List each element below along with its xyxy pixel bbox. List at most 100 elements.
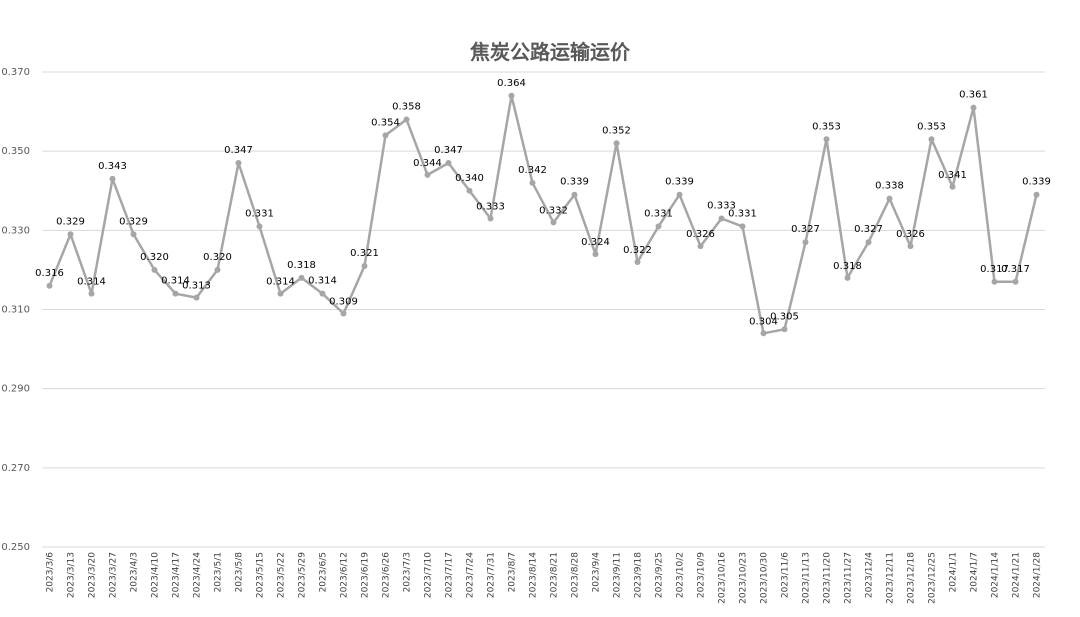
data-point (382, 132, 389, 139)
x-tick-label: 2023/6/26 (382, 552, 392, 598)
data-label: 0.354 (371, 117, 400, 128)
x-tick-label: 2023/3/20 (88, 552, 98, 598)
data-label: 0.347 (224, 145, 253, 156)
data-label: 0.317 (1001, 264, 1030, 275)
data-label: 0.338 (875, 181, 904, 192)
x-tick-label: 2024/1/21 (1012, 552, 1022, 598)
x-tick-label: 2023/7/10 (424, 552, 434, 598)
data-point (676, 191, 683, 198)
data-point (1012, 278, 1019, 285)
data-label: 0.358 (392, 102, 421, 113)
data-label: 0.318 (833, 261, 862, 272)
data-point (235, 160, 242, 167)
x-tick-label: 2023/9/18 (634, 552, 644, 598)
x-tick-label: 2023/11/27 (844, 552, 854, 604)
data-label: 0.339 (560, 177, 589, 188)
data-point (361, 262, 368, 269)
data-point (991, 278, 998, 285)
x-tick-label: 2023/11/6 (781, 552, 791, 598)
data-label: 0.321 (350, 248, 379, 259)
y-tick-label: 0.310 (1, 305, 30, 316)
x-tick-label: 2024/1/14 (991, 552, 1001, 598)
x-tick-label: 2024/1/1 (949, 552, 959, 592)
x-tick-label: 2024/1/7 (970, 552, 980, 592)
data-label: 0.339 (1022, 177, 1051, 188)
x-tick-label: 2023/4/24 (193, 552, 203, 598)
data-label: 0.314 (308, 276, 337, 287)
x-tick-label: 2023/10/30 (760, 552, 770, 604)
data-point (487, 215, 494, 222)
y-tick-label: 0.270 (1, 463, 30, 474)
data-point (109, 175, 116, 182)
data-point (571, 191, 578, 198)
data-label: 0.339 (665, 177, 694, 188)
y-tick-label: 0.330 (1, 225, 30, 236)
x-tick-label: 2023/10/23 (739, 552, 749, 604)
x-tick-label: 2023/5/15 (256, 552, 266, 598)
data-label: 0.333 (707, 200, 736, 211)
x-tick-label: 2023/11/13 (802, 552, 812, 604)
x-tick-label: 2023/8/7 (508, 552, 518, 592)
x-tick-label: 2023/3/6 (46, 552, 56, 593)
data-label: 0.353 (917, 121, 946, 132)
data-point (655, 223, 662, 230)
data-point (760, 330, 767, 337)
x-tick-label: 2023/12/25 (928, 552, 938, 604)
series-line (48, 94, 1038, 335)
data-point (970, 104, 977, 111)
x-tick-label: 2023/12/4 (865, 552, 875, 598)
x-tick-label: 2023/3/27 (109, 552, 119, 598)
x-tick-label: 2023/4/3 (130, 552, 140, 592)
data-point (172, 290, 179, 297)
data-point (907, 243, 914, 250)
y-tick-label: 0.350 (1, 146, 30, 157)
data-point (508, 92, 515, 99)
data-point (277, 290, 284, 297)
data-label: 0.320 (140, 252, 169, 263)
data-point (781, 326, 788, 333)
data-label: 0.326 (686, 229, 715, 240)
data-label: 0.304 (749, 316, 778, 327)
data-point (1033, 191, 1040, 198)
data-point (214, 266, 221, 273)
data-label: 0.326 (896, 229, 925, 240)
data-label: 0.327 (791, 224, 820, 235)
y-tick-label: 0.370 (1, 67, 30, 78)
y-tick-label: 0.250 (1, 542, 30, 553)
data-label: 0.364 (497, 78, 526, 89)
data-label: 0.324 (581, 237, 610, 248)
data-label: 0.313 (182, 281, 211, 292)
data-point (340, 310, 347, 317)
x-tick-label: 2023/10/2 (676, 552, 686, 598)
data-label: 0.341 (938, 170, 967, 181)
data-point (550, 219, 557, 226)
x-tick-label: 2023/5/8 (235, 552, 245, 593)
data-point (802, 239, 809, 246)
data-label: 0.353 (812, 121, 841, 132)
data-point (130, 231, 137, 238)
x-tick-label: 2023/10/9 (697, 552, 707, 598)
x-tick-label: 2023/9/11 (613, 552, 623, 598)
data-label: 0.316 (35, 268, 64, 279)
data-label: 0.340 (455, 173, 484, 184)
x-tick-label: 2023/6/19 (361, 552, 371, 598)
data-point (529, 179, 536, 186)
data-label: 0.314 (161, 276, 190, 287)
x-tick-label: 2023/9/4 (592, 552, 602, 593)
x-tick-label: 2023/3/13 (67, 552, 77, 598)
data-label: 0.322 (623, 245, 652, 256)
x-tick-label: 2024/1/28 (1033, 552, 1043, 598)
data-label: 0.318 (287, 260, 316, 271)
data-label: 0.361 (959, 90, 988, 101)
data-label: 0.344 (413, 158, 442, 169)
data-point (403, 116, 410, 123)
data-point (634, 259, 641, 265)
x-tick-label: 2023/5/1 (214, 552, 224, 592)
data-label: 0.314 (266, 277, 295, 288)
data-point (592, 251, 599, 258)
data-label: 0.331 (644, 208, 673, 219)
data-point (298, 274, 305, 281)
data-point (67, 231, 74, 238)
